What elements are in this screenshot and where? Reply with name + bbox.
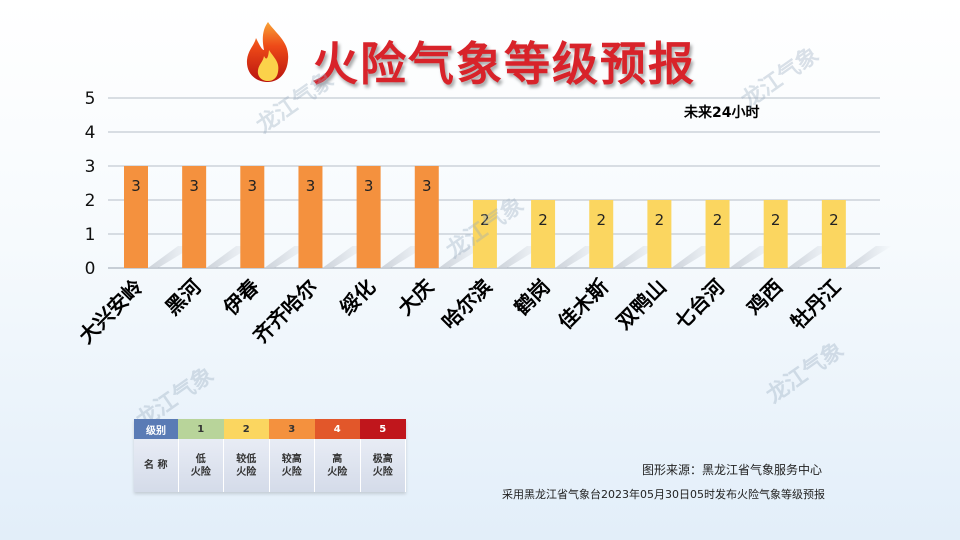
- source-credit: 图形来源：黑龙江省气象服务中心: [642, 463, 823, 477]
- bar-value-label: 2: [596, 211, 606, 229]
- legend-level-cell: 1: [178, 419, 224, 439]
- category-label: 哈尔滨: [437, 275, 496, 334]
- bar-value-label: 2: [713, 211, 723, 229]
- legend-level-cell: 4: [314, 419, 360, 439]
- legend-level-name: 低火险: [178, 439, 224, 492]
- category-label: 鸡西: [741, 275, 787, 321]
- bar-value-label: 3: [248, 177, 258, 195]
- category-label: 鹤岗: [509, 275, 554, 320]
- bar: [182, 166, 207, 268]
- y-tick-label: 5: [85, 89, 96, 109]
- category-label: 绥化: [335, 275, 380, 320]
- bar-value-labels: 3 3 3 3 3 3 2 2 2 2 2 2 2: [131, 177, 838, 229]
- legend-level-cell: 5: [360, 419, 406, 439]
- bar: [240, 166, 265, 268]
- legend-level-cell: 3: [269, 419, 315, 439]
- bar-value-label: 3: [306, 177, 316, 195]
- category-label: 佳木斯: [553, 275, 612, 334]
- legend-name-label: 名 称: [134, 439, 179, 492]
- category-label: 黑河: [160, 275, 205, 320]
- bar-value-label: 3: [364, 177, 374, 195]
- bar: [589, 200, 614, 268]
- y-axis-ticks: 0 1 2 3 4 5: [85, 89, 96, 279]
- bar: [356, 166, 381, 268]
- y-tick-label: 3: [85, 157, 96, 177]
- fire-level-legend: 级别 1 2 3 4 5 名 称 低火险 较低 火险 较高 火险 高火险 极高 火险: [134, 419, 406, 492]
- bar: [124, 166, 148, 268]
- bar-value-label: 2: [829, 211, 839, 229]
- category-label: 牡丹江: [786, 275, 845, 334]
- category-label: 双鸭山: [612, 275, 671, 334]
- y-tick-label: 2: [85, 191, 96, 211]
- title-banner: 火险气象等级预报: [0, 18, 960, 91]
- bar-value-label: 2: [655, 211, 665, 229]
- category-label: 七台河: [670, 275, 729, 334]
- bar: [472, 200, 497, 268]
- legend-level-name: 高火险: [314, 439, 361, 492]
- bar-value-label: 2: [480, 211, 490, 229]
- y-tick-label: 4: [85, 123, 96, 143]
- category-label: 齐齐哈尔: [248, 275, 322, 349]
- legend-level-cell: 2: [223, 419, 269, 439]
- flame-icon: [246, 22, 289, 82]
- bar: [414, 166, 439, 268]
- legend-header-label: 级别: [134, 419, 178, 439]
- bar-shadow: [845, 246, 892, 268]
- chart-title: 火险气象等级预报: [312, 37, 696, 91]
- forecast-period-label: 未来24小时: [684, 105, 760, 121]
- bar-value-label: 3: [422, 177, 432, 195]
- bar: [821, 200, 846, 268]
- category-label: 大兴安岭: [74, 275, 148, 349]
- legend-level-name: 极高 火险: [360, 439, 406, 492]
- bar: [298, 166, 323, 268]
- bar: [763, 200, 788, 268]
- category-label: 大庆: [393, 275, 438, 320]
- bar: [531, 200, 556, 268]
- bar: [705, 200, 730, 268]
- bar-value-label: 2: [771, 211, 781, 229]
- bar-value-label: 3: [189, 177, 199, 195]
- legend-level-name: 较高 火险: [269, 439, 315, 492]
- bar-value-label: 3: [131, 177, 141, 195]
- bar-value-label: 2: [538, 211, 548, 229]
- publish-note: 采用黑龙江省气象台2023年05月30日05时发布火险气象等级预报: [502, 488, 825, 501]
- y-tick-label: 0: [85, 259, 96, 279]
- category-label: 伊春: [218, 274, 265, 321]
- bars: [124, 166, 846, 268]
- bar: [647, 200, 672, 268]
- legend-level-name: 较低 火险: [223, 439, 270, 492]
- y-tick-label: 1: [85, 225, 96, 245]
